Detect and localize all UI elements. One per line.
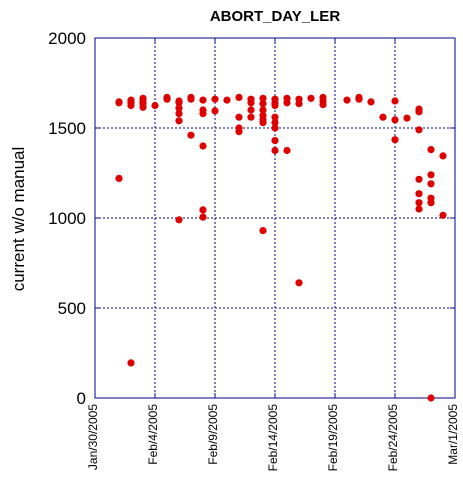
data-point [415, 199, 423, 207]
data-point [187, 95, 195, 103]
y-tick-labels: 0 500 1000 1500 2000 [48, 29, 86, 408]
data-point [283, 146, 291, 155]
data-point [427, 171, 435, 179]
data-point [403, 114, 411, 122]
data-point [319, 101, 327, 109]
data-point [175, 216, 183, 224]
data-point [199, 213, 207, 221]
data-point [259, 94, 267, 102]
data-point [175, 117, 183, 125]
data-point [271, 146, 279, 155]
data-point [235, 113, 243, 121]
y-tick-label: 1000 [48, 209, 86, 228]
axis-ticks [94, 37, 456, 399]
data-point [439, 152, 447, 160]
data-point [199, 110, 207, 118]
data-point [163, 95, 171, 103]
data-point [127, 101, 135, 110]
data-point [247, 113, 255, 121]
data-point [427, 180, 435, 188]
data-point [391, 136, 399, 144]
y-axis-label: current w/o manual [9, 147, 28, 292]
x-tick-label: Jan/30/2005 [86, 404, 100, 470]
data-point [271, 137, 279, 145]
data-point [223, 96, 231, 104]
data-point [139, 103, 147, 111]
data-point [415, 126, 423, 134]
data-point [295, 279, 303, 287]
data-point [283, 99, 291, 107]
data-point [271, 113, 279, 121]
data-point [247, 99, 255, 107]
data-point [271, 119, 279, 127]
x-tick-label: Mar/1/2005 [446, 404, 460, 465]
x-tick-label: Feb/9/2005 [206, 404, 220, 465]
data-point [295, 100, 303, 108]
data-point [259, 119, 267, 127]
data-point [259, 106, 267, 114]
data-point [271, 101, 279, 110]
y-tick-label: 0 [77, 389, 86, 408]
data-point [175, 104, 183, 112]
data-point [211, 95, 219, 103]
data-point [115, 98, 123, 106]
data-point [343, 96, 351, 104]
data-point [115, 174, 123, 182]
data-point [427, 394, 435, 402]
data-point [235, 128, 243, 136]
data-point [415, 175, 423, 183]
data-point [199, 96, 207, 104]
chart-title: ABORT_DAY_LER [210, 8, 340, 25]
data-point [427, 199, 435, 207]
data-point [175, 99, 183, 107]
data-point [391, 116, 399, 124]
x-tick-label: Feb/14/2005 [266, 404, 280, 472]
data-point [247, 106, 255, 114]
data-point [415, 190, 423, 198]
x-tick-label: Feb/4/2005 [146, 404, 160, 465]
data-points [115, 93, 447, 402]
data-point [259, 227, 267, 235]
data-point [151, 101, 159, 110]
data-point [415, 205, 423, 213]
data-point [415, 108, 423, 116]
data-point [427, 146, 435, 154]
data-point [259, 100, 267, 108]
data-point [211, 107, 219, 115]
data-point [235, 93, 243, 101]
data-point [175, 110, 183, 118]
data-point [127, 359, 135, 367]
y-tick-label: 2000 [48, 29, 86, 48]
data-point [367, 98, 375, 106]
data-point [187, 131, 195, 139]
x-tick-label: Feb/24/2005 [386, 404, 400, 472]
data-point [355, 95, 363, 103]
data-point [307, 94, 315, 102]
y-tick-label: 1500 [48, 119, 86, 138]
data-point [391, 97, 399, 105]
y-tick-label: 500 [58, 299, 86, 318]
data-point [439, 211, 447, 219]
data-point [379, 113, 387, 121]
data-point [199, 142, 207, 150]
data-point [271, 124, 279, 132]
x-tick-label: Feb/19/2005 [326, 404, 340, 472]
x-tick-labels: Jan/30/2005 Feb/4/2005 Feb/9/2005 Feb/14/20… [86, 404, 460, 472]
data-point [199, 206, 207, 214]
